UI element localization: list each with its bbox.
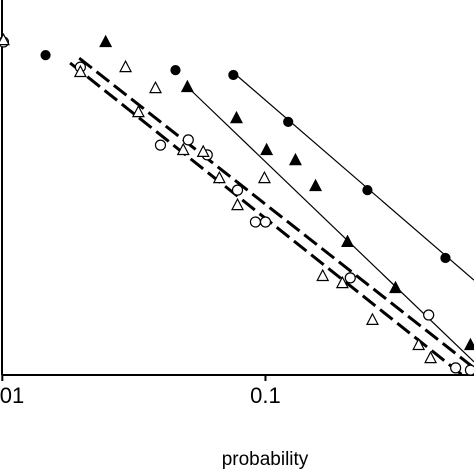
x-axis-label: probability: [222, 449, 309, 470]
point: [119, 59, 133, 73]
point: [259, 216, 272, 228]
point: [73, 64, 87, 78]
point: [464, 364, 474, 376]
x-tick-label: 0.1: [250, 383, 281, 408]
point: [231, 197, 245, 211]
fit-line: [232, 71, 474, 281]
point: [212, 170, 226, 184]
point: [335, 275, 349, 289]
point: [196, 144, 210, 157]
point: [309, 178, 323, 192]
point: [40, 50, 51, 61]
point: [99, 34, 113, 48]
point: [440, 252, 451, 264]
point: [182, 134, 194, 146]
point: [154, 139, 167, 151]
x-tick-label: 01: [0, 383, 24, 408]
point: [131, 104, 145, 118]
point: [228, 69, 239, 81]
point: [170, 65, 181, 76]
point: [231, 184, 244, 196]
point: [229, 110, 243, 124]
point: [365, 312, 379, 325]
fit-line: [78, 56, 474, 370]
point: [0, 32, 10, 46]
point: [260, 142, 274, 156]
point: [412, 337, 426, 351]
point: [288, 152, 302, 166]
point: [316, 268, 330, 282]
point: [283, 116, 294, 127]
point: [424, 350, 438, 364]
point: [450, 362, 462, 374]
point: [176, 142, 190, 156]
point: [423, 309, 435, 321]
point: [389, 280, 403, 294]
point: [341, 234, 355, 247]
fit-line: [185, 84, 474, 363]
point: [257, 170, 271, 184]
point: [362, 185, 373, 196]
point: [344, 272, 356, 284]
point: [249, 216, 262, 228]
point: [180, 79, 194, 93]
point: [463, 337, 474, 351]
point: [148, 80, 162, 94]
